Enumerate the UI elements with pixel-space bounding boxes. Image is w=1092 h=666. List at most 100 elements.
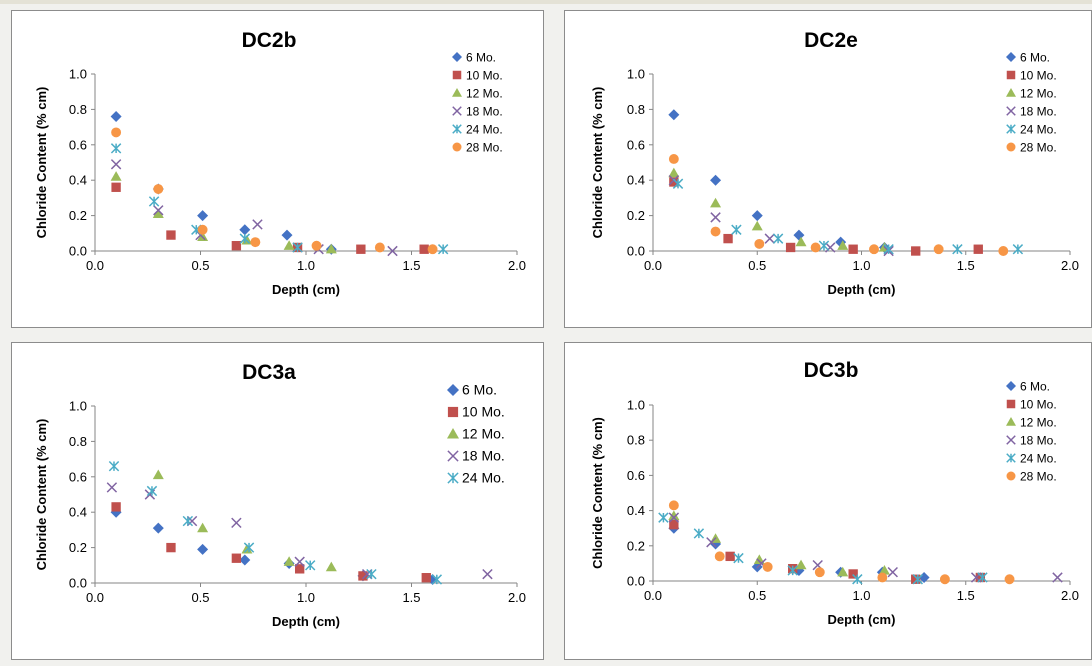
dc2b-point-6-mo [239, 224, 251, 236]
dc2e-point-6-mo [668, 109, 680, 121]
dc3a-x-tick-label: 0.5 [191, 590, 209, 605]
dc2b-title: DC2b [242, 29, 297, 52]
dc3a-legend-marker-24-mo [447, 472, 459, 484]
dc3a-point-10-mo [231, 553, 242, 563]
dc2b-y-tick-label: 0.2 [69, 208, 87, 223]
dc3b-x-axis-label: Depth (cm) [828, 612, 896, 627]
dc3a-legend-marker-12-mo [447, 428, 459, 439]
dc3b-y-tick-label: 0.6 [627, 468, 645, 483]
dc2e-legend-marker-10-mo [1006, 70, 1016, 80]
dc3a-legend-label-10-mo: 10 Mo. [462, 404, 505, 420]
dc3b-point-18-mo [668, 512, 680, 523]
chart-panel-dc3b: DC3b 0.0 0.5 1.0 1.5 2.0 0.0 0.2 0.4 0.6 0.8 1.0 Dep… [564, 342, 1092, 660]
dc2b-point-28-mo [153, 184, 164, 194]
dc2b-point-28-mo [311, 240, 322, 251]
dc3b-point-6-mo [918, 571, 930, 583]
dc3b-point-12-mo [753, 554, 765, 565]
dc3b-point-10-mo [975, 572, 986, 583]
dc3b-point-12-mo [837, 566, 849, 577]
dc3a-point-24-mo [182, 515, 194, 527]
dc2b-legend-label-6-mo: 6 Mo. [466, 51, 496, 65]
dc2e-point-24-mo [672, 178, 684, 189]
dc3b-point-28-mo [814, 567, 825, 578]
dc3a-point-18-mo [361, 568, 373, 580]
chart-dc3a: DC3a 0.0 0.5 1.0 1.5 2.0 0.0 0.2 0.4 0.6 0.8 1.0 Dep… [34, 361, 526, 629]
dc3b-legend-label-6-mo: 6 Mo. [1020, 380, 1050, 394]
dc3a-point-10-mo [294, 564, 305, 574]
dc3b-point-18-mo [706, 537, 717, 548]
top-edge-strip [0, 0, 1092, 4]
dc3b-point-10-mo [725, 551, 735, 562]
dc3a-y-tick-label: 0.2 [69, 540, 87, 555]
dc2b-point-24-mo [148, 196, 160, 207]
dc2b-legend-marker-6-mo [452, 52, 462, 62]
dc2b-point-12-mo [283, 240, 295, 250]
dc2b-point-18-mo [387, 245, 398, 257]
dc2b-legend-label-12-mo: 12 Mo. [466, 87, 503, 101]
chart-panel-dc2e: DC2e 0.0 0.5 1.0 1.5 2.0 0.0 0.2 0.4 0.6 0.8 1.0 Dep… [564, 10, 1092, 328]
dc3a-title: DC3a [242, 361, 296, 384]
dc3b-point-28-mo [1004, 574, 1015, 585]
dc2b-point-10-mo [111, 182, 121, 192]
dc2e-x-tick-label: 0.0 [644, 258, 662, 273]
dc3a-legend-marker-18-mo [447, 450, 459, 462]
dc2e-point-18-mo [710, 212, 721, 223]
dc2e-y-tick-label: 0.4 [627, 173, 645, 188]
dc2e-legend-marker-28-mo [1006, 142, 1016, 152]
dc3a-x-tick-label: 1.5 [402, 590, 420, 605]
dc2b-point-6-mo [197, 210, 209, 222]
dc3b-legend-label-18-mo: 18 Mo. [1020, 434, 1057, 448]
dc2e-legend-marker-24-mo [1006, 124, 1016, 134]
dc3a-x-tick-label: 2.0 [508, 590, 526, 605]
dc3b-legend-marker-10-mo [1006, 399, 1016, 409]
dc2b-point-10-mo [231, 241, 242, 251]
dc3a-point-24-mo [431, 574, 443, 585]
dc3a-y-tick-label: 0.0 [69, 576, 87, 591]
dc3b-point-24-mo [912, 574, 924, 585]
dc2e-point-24-mo [772, 233, 784, 244]
dc2e-point-6-mo [710, 174, 722, 186]
dc2e-point-12-mo [751, 220, 763, 231]
dc2e-y-tick-label: 0.8 [627, 102, 645, 117]
dc2b-legend-label-18-mo: 18 Mo. [466, 105, 503, 119]
dc3a-point-24-mo [366, 568, 377, 580]
dc2b-point-28-mo [111, 127, 122, 138]
dc2e-point-24-mo [731, 224, 742, 235]
dc2b-x-tick-label: 2.0 [508, 258, 526, 273]
dc3a-legend-label-18-mo: 18 Mo. [462, 448, 505, 464]
dc3a-point-12-mo [152, 469, 164, 480]
dc2b-x-tick-label: 1.5 [402, 258, 420, 273]
dc2b-point-12-mo [152, 208, 164, 218]
dc3b-x-tick-label: 0.0 [644, 588, 662, 603]
dc2b-point-28-mo [250, 237, 261, 248]
dc3a-point-24-mo [108, 460, 120, 472]
dc2e-y-tick-label: 0.2 [627, 208, 645, 223]
dc2b-point-6-mo [281, 229, 293, 241]
dc3a-point-12-mo [325, 561, 337, 572]
dc2e-x-tick-label: 0.5 [748, 258, 766, 273]
dc2e-x-axis-label: Depth (cm) [828, 282, 896, 297]
dc3b-point-12-mo [795, 559, 807, 570]
dc2e-point-24-mo [1012, 244, 1024, 255]
dc2e-point-18-mo [825, 242, 836, 253]
dc2e-point-28-mo [998, 246, 1009, 256]
dc3b-legend-label-28-mo: 28 Mo. [1020, 470, 1057, 484]
dc2e-point-12-mo [710, 197, 722, 208]
dc2b-point-10-mo [356, 244, 366, 254]
dc2b-point-28-mo [197, 224, 208, 235]
dc3a-point-6-mo [152, 522, 164, 534]
dc2e-legend-label-28-mo: 28 Mo. [1020, 141, 1057, 155]
dc3a-point-10-mo [166, 542, 176, 553]
dc2e-point-10-mo [785, 242, 796, 253]
dc3b-point-12-mo [668, 510, 680, 521]
dc2b-legend-marker-12-mo [452, 88, 462, 97]
dc2b-legend-marker-24-mo [452, 124, 462, 134]
dc3b-point-28-mo [877, 572, 888, 583]
dc2b-y-tick-label: 1.0 [69, 67, 87, 82]
dc2e-point-28-mo [933, 244, 944, 255]
dc2b-legend-label-24-mo: 24 Mo. [466, 123, 503, 137]
dc2e-x-tick-label: 2.0 [1061, 258, 1079, 273]
dc2b-point-24-mo [292, 242, 303, 253]
dc2b-y-axis-label: Chloride Content (% cm) [34, 87, 49, 239]
dc2b-legend-label-28-mo: 28 Mo. [466, 141, 503, 155]
